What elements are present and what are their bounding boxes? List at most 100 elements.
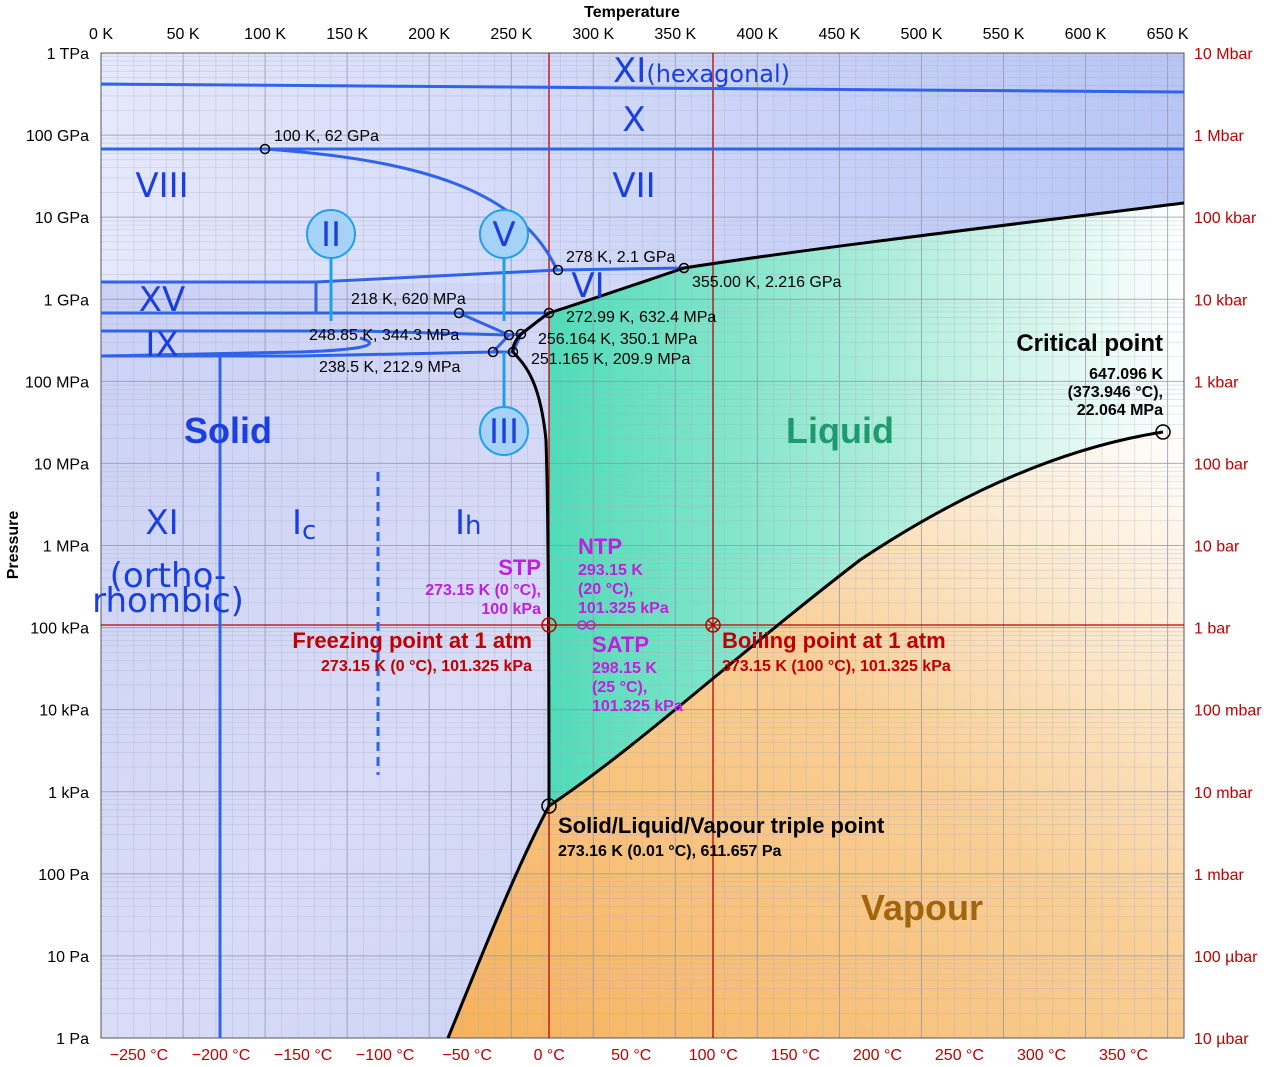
bottom-tick-label: −150 °C [274,1047,332,1064]
left-tick-label: 10 kPa [39,703,89,720]
phase-marker-circles [306,209,529,456]
top-tick-label: 0 K [89,26,113,43]
bottom-tick-label: −250 °C [110,1047,168,1064]
vapour-region [448,430,1184,1038]
top-tick-label: 250 K [490,26,532,43]
left-tick-label: 1 Pa [56,1031,89,1048]
melting-curve-high [548,201,1185,315]
phase-xi-ortho-label: XI [145,503,178,543]
bottom-tick-label: −50 °C [442,1047,492,1064]
left-tick-label: 1 TPa [47,46,90,63]
phase-x-label: X [622,100,645,140]
point-248k-marker [503,329,515,341]
critical-line2: (373.946 °C), [1068,384,1163,401]
ntp-line1: 293.15 K [578,562,643,579]
bottom-tick-labels: −250 °C −200 °C −150 °C −100 °C −50 °C 0 °C 50… [110,1047,1148,1064]
phase-ortho-line1: (ortho- [110,556,227,596]
right-tick-label: 10 mbar [1194,785,1253,802]
top-tick-label: 550 K [983,26,1025,43]
right-tick-label: 10 µbar [1194,1031,1249,1048]
right-tick-label: 10 Mbar [1194,46,1253,63]
phase-iii-label: III [489,412,519,452]
triple-title: Solid/Liquid/Vapour triple point [558,813,885,838]
phase-ix-label: IX [145,325,178,365]
boundary-ii-iii [491,333,511,354]
grid [101,53,1184,1038]
top-tick-label: 600 K [1065,26,1107,43]
label-256k: 256.164 K, 350.1 MPa [538,331,697,348]
left-tick-label: 100 Pa [38,867,89,884]
ntp-marker [577,620,587,630]
plot-frame [100,52,1185,1039]
phase-xi-hex-label: XI(hexagonal) [613,51,790,91]
left-tick-label: 10 GPa [35,210,89,227]
phase-vapour-label: Vapour [861,887,983,928]
boiling-point-marker [705,617,721,633]
bottom-tick-label: 50 °C [611,1047,651,1064]
right-tick-label: 10 bar [1194,539,1240,556]
point-278k-marker [552,264,564,276]
left-tick-label: 100 kPa [30,621,89,638]
top-tick-label: 450 K [819,26,861,43]
left-tick-label: 10 Pa [47,949,89,966]
point-100k-marker [259,143,271,155]
critical-line3: 22.064 MPa [1077,402,1163,419]
top-tick-label: 150 K [326,26,368,43]
right-tick-label: 10 kbar [1194,292,1248,309]
top-tick-labels: 0 K 50 K 100 K 150 K 200 K 250 K 300 K 350 K 400… [89,26,1189,43]
left-tick-label: 1 GPa [44,292,89,309]
y-axis-title: Pressure [5,511,22,580]
triple-point-marker [541,798,557,814]
left-tick-label: 100 MPa [25,374,89,391]
reference-markers [541,617,721,633]
top-tick-label: 400 K [736,26,778,43]
bottom-tick-label: 350 °C [1099,1047,1148,1064]
right-tick-label: 100 mbar [1194,703,1262,720]
phase-viii-label: VIII [135,166,188,206]
top-tick-label: 350 K [654,26,696,43]
label-248k: 248.85 K, 344.3 MPa [309,327,459,344]
satp-title: SATP [592,632,649,657]
right-tick-label: 100 kbar [1194,210,1257,227]
satp-annotation: SATP 298.15 K (25 °C), 101.325 kPa [592,632,683,715]
label-251k: 251.165 K, 209.9 MPa [531,351,690,368]
phase-solid-label: Solid [184,410,272,451]
point-251k-marker [507,346,519,358]
top-tick-label: 300 K [572,26,614,43]
critical-point-annotation: Critical point 647.096 K (373.946 °C), 2… [1016,330,1163,419]
label-278k: 278 K, 2.1 GPa [566,249,676,266]
boundary-xv-top [101,266,685,284]
phase-markers [329,258,506,408]
fluid-boundaries [446,201,1185,1039]
phase-xv-label: XV [139,280,186,320]
top-tick-label: 500 K [901,26,943,43]
marker-ii-circle [306,209,356,259]
ntp-annotation: NTP 293.15 K (20 °C), 101.325 kPa [578,534,669,617]
right-tick-label: 1 kbar [1194,374,1239,391]
right-tick-labels: 10 Mbar 1 Mbar 100 kbar 10 kbar 1 kbar 100 ba… [1194,46,1262,1048]
left-tick-label: 10 MPa [34,456,89,473]
bottom-tick-label: −100 °C [356,1047,414,1064]
label-355k: 355.00 K, 2.216 GPa [692,274,842,291]
label-272k: 272.99 K, 632.4 MPa [566,309,716,326]
ntp-title: NTP [578,534,622,559]
freezing-detail: 273.15 K (0 °C), 101.325 kPa [321,658,532,675]
critical-point-marker [1155,424,1171,440]
boundary-viii-vii [264,147,559,271]
marker-v-circle [479,209,529,259]
boiling-detail: 373.15 K (100 °C), 101.325 kPa [722,658,951,675]
marker-iii-circle [479,406,529,456]
label-100k: 100 K, 62 GPa [274,128,379,145]
phase-labels: XI(hexagonal) X VIII VII II V VI XV IX I… [92,51,983,928]
point-markers [259,143,1171,814]
point-218k-marker [453,307,465,319]
stp-line2: 100 kPa [481,601,541,618]
melting-curve-ih [511,311,551,807]
boiling-marker-cross-b [707,619,719,631]
satp-marker [586,620,596,630]
ntp-line3: 101.325 kPa [578,600,669,617]
right-tick-label: 100 µbar [1194,949,1258,966]
left-tick-label: 100 GPa [26,128,89,145]
triple-detail: 273.16 K (0.01 °C), 611.657 Pa [558,843,782,860]
